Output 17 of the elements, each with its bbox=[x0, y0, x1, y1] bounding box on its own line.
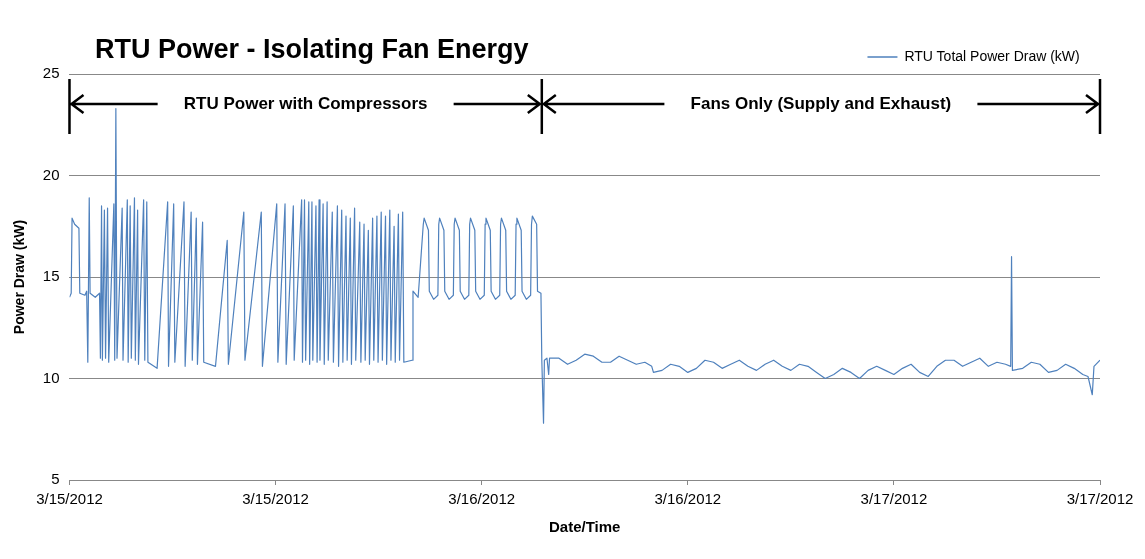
x-tick-label: 3/17/2012 bbox=[1066, 490, 1134, 508]
y-tick-label: 10 bbox=[42, 368, 60, 386]
x-tick-label: 3/15/2012 bbox=[36, 490, 103, 508]
x-axis-title: Date/Time bbox=[549, 518, 621, 536]
x-tick-label: 3/15/2012 bbox=[242, 490, 309, 508]
chart-title: RTU Power - Isolating Fan Energy bbox=[95, 34, 529, 65]
annotation: RTU Power with Compressors bbox=[183, 94, 428, 114]
y-tick-label: 25 bbox=[42, 64, 60, 82]
y-tick-label: 5 bbox=[51, 470, 60, 488]
y-axis-title: Power Draw (kW) bbox=[11, 219, 28, 335]
x-tick-label: 3/16/2012 bbox=[654, 490, 722, 508]
y-tick-label: 15 bbox=[42, 267, 60, 285]
y-tick-label: 20 bbox=[42, 165, 60, 183]
x-tick-label: 3/17/2012 bbox=[860, 490, 928, 508]
legend-label: RTU Total Power Draw (kW) bbox=[904, 47, 1080, 64]
x-tick-label: 3/16/2012 bbox=[448, 490, 516, 508]
annotation: Fans Only (Supply and Exhaust) bbox=[690, 94, 952, 114]
